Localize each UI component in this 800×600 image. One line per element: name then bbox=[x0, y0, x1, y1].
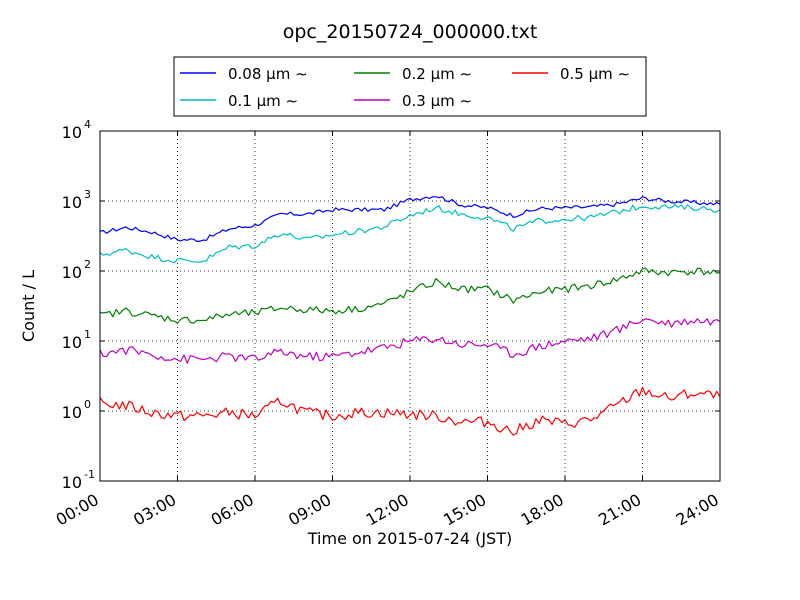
x-tick-label: 21:00 bbox=[595, 490, 644, 530]
legend: 0.08 μm ∼ 0.1 μm ∼ 0.2 μm ∼ 0.3 μm ∼ 0.5 μm … bbox=[173, 56, 647, 117]
y-tick-exponent: -1 bbox=[84, 468, 95, 481]
chart-title: opc_20150724_000000.txt bbox=[283, 21, 538, 43]
x-tick-label: 12:00 bbox=[363, 490, 412, 530]
legend-label: 0.1 μm ∼ bbox=[228, 92, 298, 110]
series-line bbox=[99, 267, 721, 324]
y-tick-exponent: 3 bbox=[84, 188, 91, 201]
series-line bbox=[99, 318, 721, 364]
legend-box bbox=[173, 56, 647, 117]
y-tick-label: 10 bbox=[62, 123, 82, 142]
x-tick-label: 18:00 bbox=[518, 490, 567, 530]
x-tick-label: 00:00 bbox=[53, 490, 102, 530]
y-tick-exponent: 1 bbox=[84, 328, 91, 341]
x-tick-label: 24:00 bbox=[673, 490, 722, 530]
series-line bbox=[99, 204, 721, 264]
legend-label: 0.5 μm ∼ bbox=[560, 65, 630, 83]
x-tick-label: 03:00 bbox=[130, 490, 179, 530]
y-tick-exponent: 4 bbox=[84, 118, 91, 131]
series-line bbox=[99, 196, 721, 242]
legend-label: 0.2 μm ∼ bbox=[402, 65, 472, 83]
x-tick-label: 06:00 bbox=[208, 490, 257, 530]
y-tick-label: 10 bbox=[62, 333, 82, 352]
legend-label: 0.08 μm ∼ bbox=[228, 65, 308, 83]
ticks: 00:00 03:00 06:00 09:00 12:00 15:00 18:00 21:00… bbox=[53, 118, 722, 530]
x-tick-label: 09:00 bbox=[285, 490, 334, 530]
y-tick-label: 10 bbox=[62, 263, 82, 282]
x-tick-label: 15:00 bbox=[440, 490, 489, 530]
y-tick-label: 10 bbox=[62, 403, 82, 422]
series-line bbox=[99, 386, 721, 436]
y-tick-exponent: 0 bbox=[84, 398, 91, 411]
grid bbox=[100, 131, 720, 481]
y-tick-exponent: 2 bbox=[84, 258, 91, 271]
y-tick-label: 10 bbox=[62, 193, 82, 212]
legend-label: 0.3 μm ∼ bbox=[402, 92, 472, 110]
series-layer bbox=[99, 196, 721, 436]
y-tick-label: 10 bbox=[62, 473, 82, 492]
x-axis-label: Time on 2015-07-24 (JST) bbox=[307, 529, 512, 548]
y-axis-label: Count / L bbox=[19, 270, 38, 342]
